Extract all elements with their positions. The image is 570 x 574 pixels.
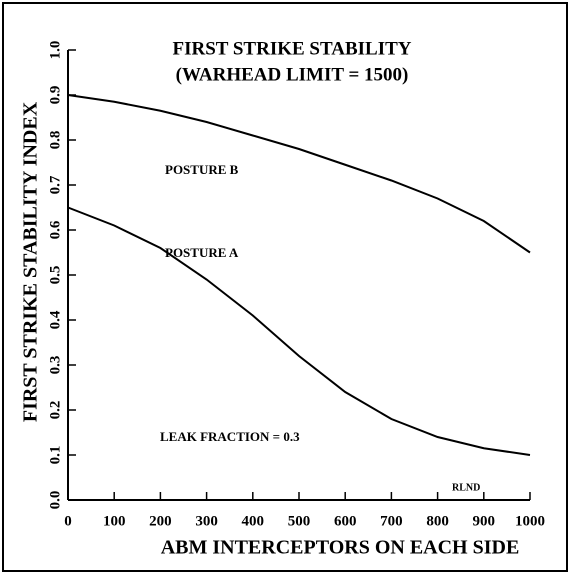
y-tick-label: 0.0	[47, 491, 63, 510]
y-tick-label: 1.0	[47, 41, 63, 60]
annotation: POSTURE A	[165, 245, 239, 260]
x-tick-label: 200	[149, 513, 172, 529]
y-axis-label: FIRST STRIKE STABILITY INDEX	[20, 101, 42, 422]
x-tick-label: 600	[334, 513, 357, 529]
y-tick-label: 0.3	[47, 356, 63, 375]
line-series	[67, 94, 531, 254]
y-tick-label: 0.7	[47, 175, 63, 194]
x-tick-label: 0	[64, 513, 72, 529]
x-tick-label: 1000	[515, 513, 545, 529]
x-tick-label: 800	[426, 513, 449, 529]
y-tick-label: 0.5	[47, 266, 63, 285]
x-tick-label: 500	[288, 513, 311, 529]
annotation: POSTURE B	[165, 162, 239, 177]
y-tick-label: 0.8	[47, 131, 63, 150]
x-tick-label: 100	[103, 513, 126, 529]
x-tick-label: 700	[380, 513, 403, 529]
chart-subtitle: (WARHEAD LIMIT = 1500)	[176, 64, 409, 85]
y-tick-label: 0.2	[47, 401, 63, 420]
line-series	[67, 206, 531, 456]
x-tick-label: 900	[473, 513, 496, 529]
y-tick-label: 0.4	[47, 310, 63, 329]
y-tick-label: 0.9	[47, 86, 63, 105]
x-tick-label: 400	[242, 513, 265, 529]
annotation: LEAK FRACTION = 0.3	[160, 429, 300, 444]
x-tick-label: 300	[195, 513, 218, 529]
y-tick-label: 0.6	[47, 220, 63, 239]
annotation: RLND	[452, 482, 480, 493]
chart-title: FIRST STRIKE STABILITY	[172, 38, 411, 59]
x-axis-label: ABM INTERCEPTORS ON EACH SIDE	[161, 537, 520, 559]
y-tick-label: 0.1	[47, 446, 63, 465]
